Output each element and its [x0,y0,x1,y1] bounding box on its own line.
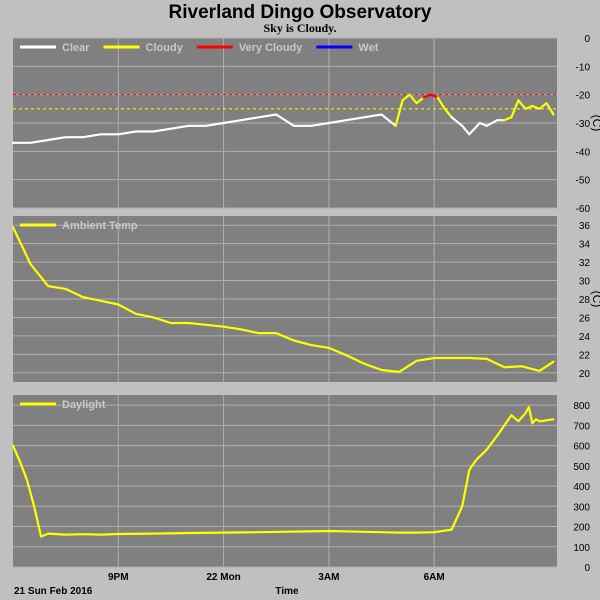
series-line [394,93,425,127]
y-tick-label: -60 [576,204,591,215]
y-tick-label: -40 [576,147,591,158]
y-tick-label: 34 [579,240,591,251]
y-tick-label: -30 [576,119,591,130]
sky-status: Sky is Cloudy. [263,21,336,35]
x-tick-label: 22 Mon [206,572,240,583]
sky-temperature-panel: 0 -10 -20 -30 -40 -50 -60 Clear Cloudy Very Cloud… [11,34,600,215]
legend-label: Daylight [62,399,106,411]
y-tick-label: 600 [573,442,590,453]
x-axis-title: Time [275,586,299,597]
y-tick-label: 24 [579,332,591,343]
legend-label: Clear [62,42,90,54]
y-tick-label: 800 [573,401,590,412]
y-tick-label: 0 [584,563,590,574]
y-tick-label: -20 [576,91,591,102]
series-line [422,93,439,99]
series-line [436,96,453,119]
series-line [450,116,506,136]
y-tick-label: 500 [573,462,590,473]
y-tick-label: 700 [573,421,590,432]
chart-title: Riverland Dingo Observatory [169,2,432,23]
y-unit-label: (C) [590,291,600,308]
y-tick-label: 20 [579,369,591,380]
y-tick-label: 28 [579,295,591,306]
x-tick-label: 6AM [424,572,445,583]
y-tick-label: 30 [579,277,591,288]
legend-label: Cloudy [146,42,184,54]
series-line [503,99,555,122]
date-label: 21 Sun Feb 2016 [14,586,93,597]
legend-label: Very Cloudy [239,42,303,54]
y-tick-label: 100 [573,543,590,554]
legend-label: Wet [358,42,378,54]
y-tick-label: 36 [579,221,591,232]
x-tick-label: 9PM [108,572,129,583]
daylight-panel: 0 100 200 300 400 500 600 700 800 Daylight [11,395,590,574]
y-tick-label: 26 [579,313,591,324]
y-tick-label: 22 [579,350,591,361]
y-tick-label: 32 [579,258,591,269]
series-line [11,226,555,373]
y-tick-label: -50 [576,176,591,187]
y-tick-label: 200 [573,523,590,534]
y-tick-label: 300 [573,502,590,513]
series-line [11,113,397,144]
series-line [11,406,555,538]
y-tick-label: 0 [584,34,590,45]
y-unit-label: (C) [590,115,600,132]
y-tick-label: -10 [576,62,591,73]
time-axis: 9PM 22 Mon 3AM 6AM [108,572,445,583]
x-tick-label: 3AM [318,572,339,583]
ambient-temperature-panel: 20 22 24 26 28 30 32 34 36 Ambient Temp (C) [11,216,600,382]
legend-label: Ambient Temp [62,220,138,232]
plot-area [13,395,557,567]
y-tick-label: 400 [573,482,590,493]
